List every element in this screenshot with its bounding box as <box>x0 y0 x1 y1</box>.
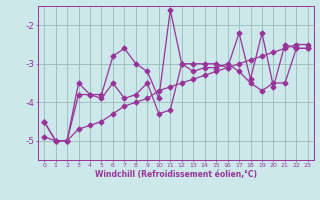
X-axis label: Windchill (Refroidissement éolien,°C): Windchill (Refroidissement éolien,°C) <box>95 170 257 179</box>
